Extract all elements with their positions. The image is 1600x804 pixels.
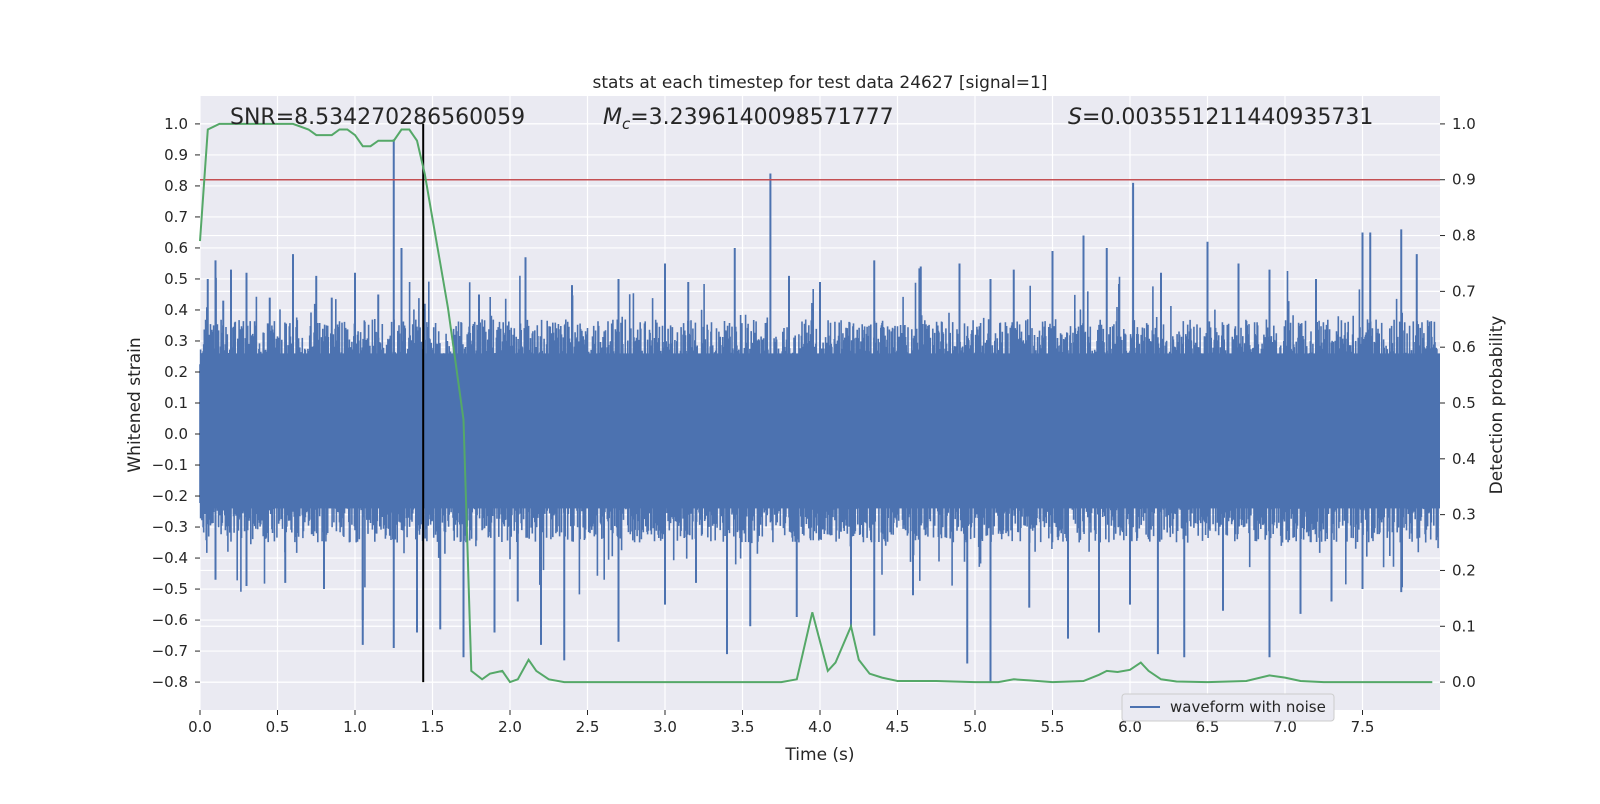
y-right-tick-label: 1.0 [1452, 115, 1476, 133]
snr-annotation: SNR=8.534270286560059 [230, 105, 525, 130]
chirp-mass-value: =3.2396140098571777 [630, 105, 893, 130]
x-tick-label: 2.5 [576, 718, 600, 736]
y-tick-label: 0.8 [164, 177, 188, 195]
x-tick-label: 4.5 [886, 718, 910, 736]
x-tick-label: 0.0 [188, 718, 212, 736]
y-right-tick-label: 0.8 [1452, 227, 1476, 245]
y-right-tick-label: 0.6 [1452, 338, 1476, 356]
x-tick-label: 7.5 [1351, 718, 1375, 736]
x-tick-label: 5.0 [963, 718, 987, 736]
legend-box [1121, 693, 1335, 722]
x-tick-label: 6.5 [1196, 718, 1220, 736]
y-right-tick-label: 0.4 [1452, 450, 1476, 468]
y-tick-label: −0.4 [152, 549, 188, 567]
x-tick-label: 6.0 [1118, 718, 1142, 736]
s-value: =0.003551211440935731 [1082, 105, 1373, 130]
y-right-tick-label: 0.3 [1452, 506, 1476, 524]
legend: waveform with noise [1121, 693, 1335, 722]
y-tick-label: 0.2 [164, 363, 188, 381]
y-axis-label: Whitened strain [125, 337, 145, 472]
y-tick-label: 0.9 [164, 146, 188, 164]
y-tick-label: −0.8 [152, 673, 188, 691]
detection-probability-line [199, 122, 1433, 684]
y-tick-label: 0.1 [164, 394, 188, 412]
y-right-tick-label: 0.1 [1452, 617, 1476, 635]
y-tick-label: −0.1 [152, 456, 188, 474]
chart-title: stats at each timestep for test data 246… [593, 73, 1048, 93]
legend-label: waveform with noise [1170, 698, 1326, 716]
probability-series [199, 122, 1433, 684]
x-tick-label: 1.5 [421, 718, 445, 736]
y-tick-label: 0.7 [164, 208, 188, 226]
y-right-tick-label: 0.2 [1452, 561, 1476, 579]
y-tick-label: −0.5 [152, 580, 188, 598]
reference-lines [200, 123, 1440, 683]
y-right-tick-label: 0.9 [1452, 171, 1476, 189]
chirp-mass-subscript: c [622, 115, 631, 133]
x-tick-label: 1.0 [343, 718, 367, 736]
y-right-tick-label: 0.0 [1452, 673, 1476, 691]
y-tick-label: 0.6 [164, 239, 188, 257]
y-right-tick-label: 0.7 [1452, 282, 1476, 300]
x-tick-label: 2.0 [498, 718, 522, 736]
y-tick-label: −0.6 [152, 611, 188, 629]
x-tick-label: 5.5 [1041, 718, 1065, 736]
x-tick-label: 0.5 [266, 718, 290, 736]
tick-labels: 0.0 0.5 1.0 1.5 2.0 2.5 3.0 3.5 4.0 4.5 5.0 5.5 6.0 6… [152, 115, 1476, 736]
x-tick-label: 4.0 [808, 718, 832, 736]
y-tick-label: 0.3 [164, 332, 188, 350]
x-axis-label: Time (s) [784, 745, 854, 765]
waveform-series [199, 139, 1440, 683]
y-right-axis-label: Detection probability [1487, 316, 1507, 495]
y-tick-label: 0.5 [164, 270, 188, 288]
y-tick-label: 0.4 [164, 301, 188, 319]
chirp-mass-annotation: Mc=3.2396140098571777 [603, 105, 894, 133]
y-tick-label: −0.7 [152, 642, 188, 660]
chirp-mass-symbol: M [603, 105, 622, 130]
s-symbol: S [1068, 105, 1082, 130]
x-tick-label: 3.5 [731, 718, 755, 736]
y-right-tick-label: 0.5 [1452, 394, 1476, 412]
x-tick-label: 7.0 [1273, 718, 1297, 736]
x-tick-label: 3.0 [653, 718, 677, 736]
y-tick-label: −0.2 [152, 487, 188, 505]
y-tick-label: 0.0 [164, 425, 188, 443]
s-annotation: S=0.003551211440935731 [1068, 105, 1373, 130]
y-tick-label: 1.0 [164, 115, 188, 133]
y-tick-label: −0.3 [152, 518, 188, 536]
